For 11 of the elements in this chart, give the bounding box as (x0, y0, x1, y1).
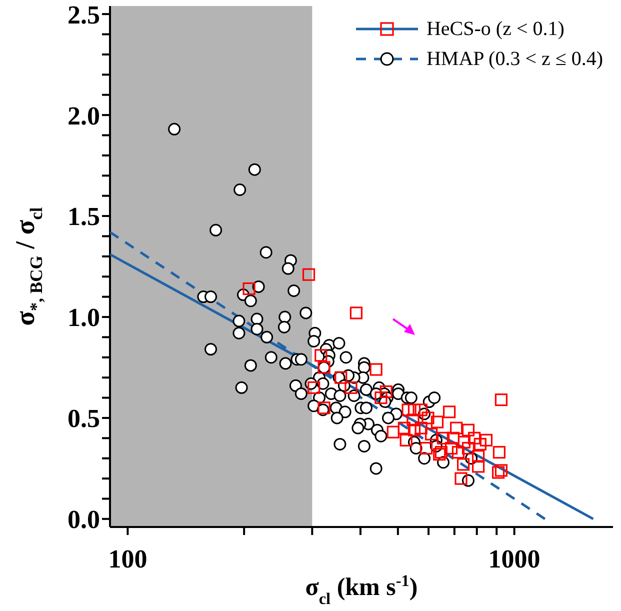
x-tick-label: 100 (108, 544, 148, 574)
legend-label: HMAP (0.3 < z ≤ 0.4) (426, 47, 603, 72)
y-tick-label: 0.5 (68, 404, 100, 434)
y-tick-label: 0.0 (68, 505, 100, 534)
y-tick-label: 2.0 (68, 101, 100, 130)
legend-label: HeCS-o (z < 0.1) (426, 17, 564, 42)
y-tick-label: 2.5 (68, 0, 100, 30)
y-tick-label: 1.5 (68, 202, 100, 232)
y-tick-label: 1.0 (68, 303, 100, 332)
x-axis-title: σ$_{cl}$ (km s$^{-1}$) (305, 572, 418, 608)
x-tick-label: 1000 (488, 544, 540, 574)
